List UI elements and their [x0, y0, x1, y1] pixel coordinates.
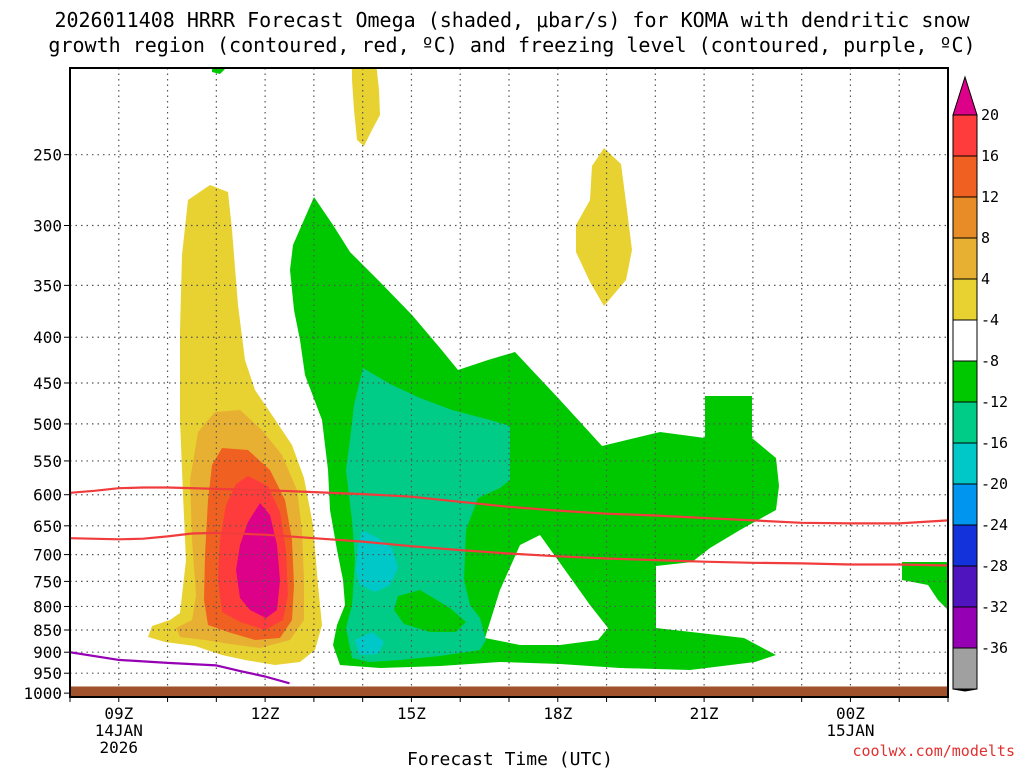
colorbar-label: -8	[981, 352, 999, 370]
colorbar-label: -28	[981, 557, 1008, 575]
colorbar: 20 16 12 8 4 -4 -8 -12 -16 -20 -24 -28 -32 -36	[952, 75, 1008, 692]
y-tick-label: 250	[33, 146, 62, 165]
x-tick-label: 12Z	[251, 704, 280, 723]
isoline-1	[70, 531, 948, 567]
omega-shade-teal	[346, 368, 510, 662]
omega-shade-yellow-upper-right	[576, 148, 632, 306]
chart-title-line-1: 2026011408 HRRR Forecast Omega (shaded, …	[54, 8, 970, 32]
x-tick-label: 09Z	[104, 704, 133, 723]
colorbar-label: 8	[981, 229, 990, 247]
y-tick-label: 450	[33, 374, 62, 393]
y-tick-label: 900	[33, 643, 62, 662]
colorbar-segment	[952, 278, 978, 321]
y-tick-label: 700	[33, 546, 62, 565]
y-tick-label: 600	[33, 486, 62, 505]
omega-shade-green-top-blip	[212, 68, 226, 74]
colorbar-label: 20	[981, 106, 999, 124]
omega-shade-cyan-low	[355, 632, 384, 655]
y-tick-label: 550	[33, 452, 62, 471]
credit-text[interactable]: coolwx.com/modelts	[852, 742, 1015, 760]
colorbar-segment	[952, 606, 978, 649]
y-axis: 250 300 350 400 450 500 550 600 650 700 750 800 850 9…	[23, 146, 70, 703]
colorbar-segment	[952, 155, 978, 198]
y-tick-label: 1000	[23, 684, 62, 703]
chart-title-line-2: growth region (contoured, red, ºC) and f…	[48, 33, 976, 57]
y-tick-label: 750	[33, 572, 62, 591]
colorbar-label: 16	[981, 147, 999, 165]
colorbar-label: -36	[981, 639, 1008, 657]
colorbar-segment	[952, 196, 978, 239]
y-tick-label: 800	[33, 597, 62, 616]
y-tick-label: 400	[33, 328, 62, 347]
omega-shade-green-small-right	[902, 562, 948, 610]
colorbar-label: -32	[981, 598, 1008, 616]
isoline-2	[70, 651, 290, 685]
ground-layer	[70, 686, 948, 697]
colorbar-label: -24	[981, 516, 1008, 534]
colorbar-segment	[952, 360, 978, 403]
ground-fill	[70, 686, 948, 697]
isoline-0	[70, 486, 948, 525]
x-tick-label: 15JAN	[826, 721, 874, 740]
colorbar-label: -4	[981, 311, 999, 329]
colorbar-segment	[952, 647, 978, 690]
omega-shade-magenta	[236, 503, 280, 618]
y-tick-label: 500	[33, 415, 62, 434]
omega-shade-green-inner	[394, 590, 466, 632]
x-axis-label: Forecast Time (UTC)	[407, 749, 613, 768]
x-tick-label: 00Z	[836, 704, 865, 723]
y-tick-label: 350	[33, 276, 62, 295]
isolines	[70, 486, 948, 685]
x-tick-label: 18Z	[543, 704, 572, 723]
colorbar-segment	[952, 524, 978, 567]
colorbar-label: -12	[981, 393, 1008, 411]
colorbar-segment	[952, 319, 978, 362]
colorbar-segment	[952, 442, 978, 485]
colorbar-segment	[952, 114, 978, 157]
omega-shading	[148, 68, 948, 670]
colorbar-segment	[952, 237, 978, 280]
omega-shade-cyan-mid	[356, 530, 398, 592]
x-tick-label: 21Z	[690, 704, 719, 723]
colorbar-label: -20	[981, 475, 1008, 493]
colorbar-segment	[952, 401, 978, 444]
x-tick-label: 2026	[100, 738, 139, 757]
colorbar-bottom-arrow	[952, 688, 978, 692]
y-tick-label: 300	[33, 216, 62, 235]
y-tick-label: 950	[33, 664, 62, 683]
colorbar-top-arrow	[952, 75, 978, 116]
colorbar-label: -16	[981, 434, 1008, 452]
x-tick-label: 15Z	[397, 704, 426, 723]
x-tick-label: 14JAN	[95, 721, 143, 740]
omega-shade-yellow-top	[352, 68, 380, 146]
colorbar-segment	[952, 483, 978, 526]
y-tick-label: 850	[33, 621, 62, 640]
omega-shade-white-pocket	[485, 535, 608, 645]
colorbar-label: 4	[981, 270, 990, 288]
colorbar-segment	[952, 565, 978, 608]
y-tick-label: 650	[33, 517, 62, 536]
colorbar-label: 12	[981, 188, 999, 206]
